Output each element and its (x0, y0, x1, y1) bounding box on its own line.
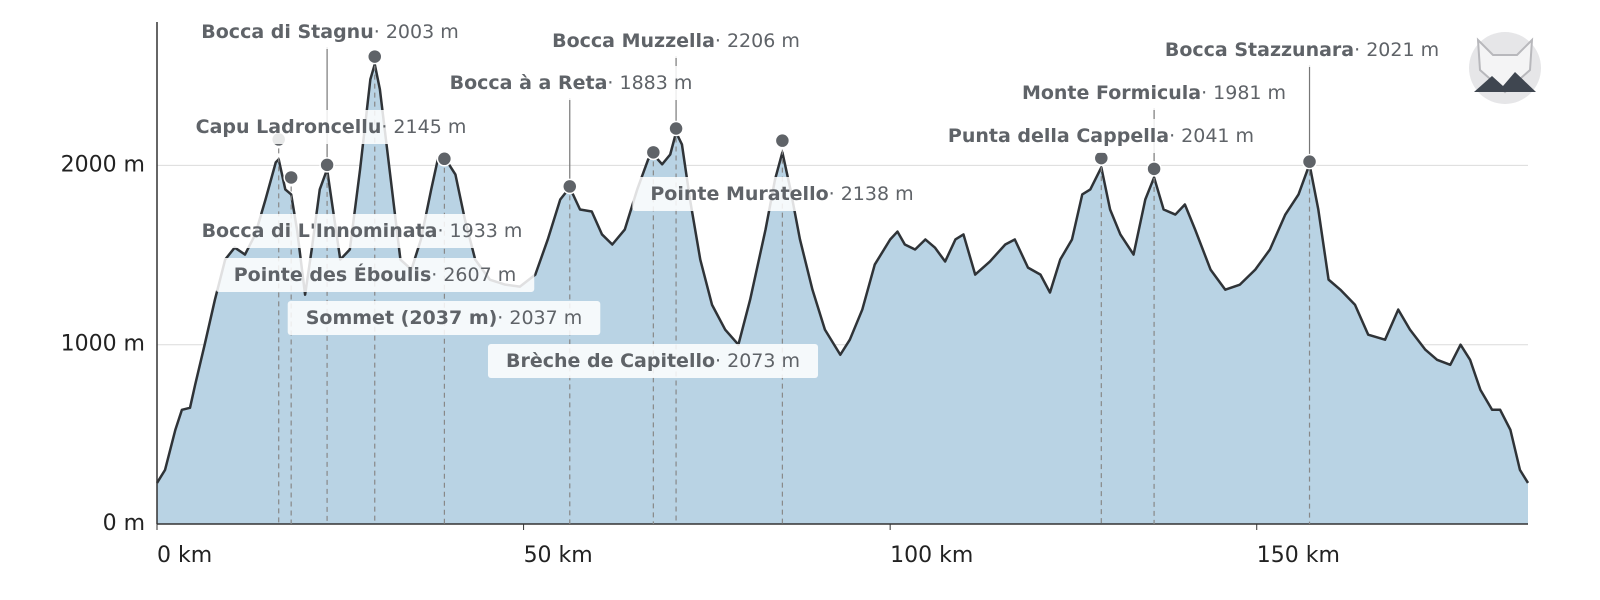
logo (1469, 32, 1541, 104)
peak-name: Bocca di L'Innominata (202, 220, 438, 242)
peak-label-box (1003, 76, 1305, 110)
peak-dot (668, 120, 684, 137)
elevation-line (155, 63, 1530, 484)
peak-dot (645, 144, 662, 161)
peak-elevation: · 2037 m (497, 307, 582, 329)
peak-dot (436, 151, 453, 167)
peak-label-text: Brèche de Capitello· 2073 m (506, 350, 800, 372)
peak-label-box (183, 214, 541, 248)
elevation-area (157, 64, 1528, 524)
peak-label-text: Capu Ladroncellu· 2145 m (196, 116, 467, 138)
peak-label-text: Pointe des Éboulis· 2607 m (234, 263, 517, 286)
peak-label-text: Monte Formicula· 1981 m (1022, 82, 1286, 104)
y-tick-label: 1000 m (61, 332, 145, 357)
peak-label-text: Bocca di Stagnu· 2003 m (201, 21, 458, 43)
peak-name: Monte Formicula (1022, 82, 1201, 104)
y-tick-label: 2000 m (61, 152, 145, 177)
peak-elevation: · 1981 m (1201, 82, 1286, 104)
peak-elevation: · 2073 m (715, 350, 800, 372)
peak-label-box (1146, 33, 1458, 67)
peak-label: Bocca à a Reta· 1883 m (431, 66, 711, 100)
peak-label-box (534, 24, 818, 58)
peak-name: Brèche de Capitello (506, 350, 715, 372)
peak-label-text: Sommet (2037 m)· 2037 m (306, 307, 583, 329)
peak-label-box (183, 15, 477, 49)
peak-label-box (287, 301, 601, 335)
peak-dot (1093, 150, 1110, 166)
x-tick-label: 50 km (524, 543, 593, 568)
peak-name: Sommet (2037 m) (306, 307, 498, 329)
peak-dot (562, 178, 578, 195)
peak-elevation: · 2041 m (1169, 125, 1254, 147)
peak-elevation: · 2607 m (431, 264, 516, 286)
peak-label-text: Bocca Muzzella· 2206 m (552, 30, 800, 52)
peak-elevation: · 1933 m (437, 220, 522, 242)
peak-elevation: · 2021 m (1354, 39, 1439, 61)
peak-label-text: Bocca à a Reta· 1883 m (450, 72, 693, 94)
peak-label-text: Bocca Stazzunara· 2021 m (1165, 39, 1439, 61)
peak-name: Capu Ladroncellu (196, 116, 382, 138)
peak-label-text: Bocca di L'Innominata· 1933 m (202, 220, 523, 242)
peak-label: Bocca Stazzunara· 2021 m (1146, 33, 1458, 67)
peak-label-box (177, 110, 485, 144)
peak-name: Bocca Stazzunara (1165, 39, 1354, 61)
peak-dot (319, 157, 335, 173)
peak-elevation: · 2003 m (374, 21, 459, 43)
peak-label: Capu Ladroncellu· 2145 m (177, 110, 485, 144)
peak-label-box (929, 119, 1273, 153)
peak-name: Pointe Muratello (650, 183, 828, 205)
peak-label: Bocca di Stagnu· 2003 m (183, 15, 477, 49)
peak-label: Brèche de Capitello· 2073 m (487, 344, 819, 378)
peak-label-box (431, 66, 711, 100)
peak-label: Punta della Cappella· 2041 m (929, 119, 1273, 153)
peak-label: Pointe des Éboulis· 2607 m (215, 258, 535, 292)
peak-dot (366, 48, 383, 65)
peak-dot (774, 132, 791, 149)
peak-name: Bocca di Stagnu (201, 21, 373, 43)
peak-name: Pointe des Éboulis (234, 263, 432, 286)
peak-elevation: · 1883 m (607, 72, 692, 94)
peak-label: Pointe Muratello· 2138 m (632, 177, 932, 211)
peak-label-box (632, 177, 932, 211)
x-tick-label: 0 km (157, 543, 212, 568)
x-tick-label: 100 km (890, 543, 973, 568)
peak-label: Bocca di L'Innominata· 1933 m (183, 214, 541, 248)
peak-elevation: · 2145 m (381, 116, 466, 138)
peak-label-box (215, 258, 535, 292)
peak-dot (1301, 153, 1318, 170)
peak-label: Sommet (2037 m)· 2037 m (287, 301, 601, 335)
peak-label: Monte Formicula· 1981 m (1003, 76, 1305, 110)
peak-name: Punta della Cappella (948, 125, 1169, 147)
peak-dot (283, 169, 299, 186)
peak-label-box (487, 344, 819, 378)
profile (155, 63, 1530, 524)
peak-elevation: · 2206 m (715, 30, 800, 52)
peaks: Capu Ladroncellu· 2145 m Bocca di L'Innom… (177, 15, 1458, 524)
x-tick-label: 150 km (1257, 543, 1340, 568)
peak-elevation: · 2138 m (829, 183, 914, 205)
peak-name: Bocca Muzzella (552, 30, 715, 52)
peak-dot (1146, 161, 1162, 177)
y-tick-label: 0 m (103, 511, 145, 536)
axes: 0 m 1000 m 2000 m 0 km 50 km 100 km 150 km (61, 22, 1528, 568)
peak-label-text: Pointe Muratello· 2138 m (650, 183, 913, 205)
logo-mountain (1474, 72, 1536, 92)
peak-label: Bocca Muzzella· 2206 m (534, 24, 818, 58)
peak-name: Bocca à a Reta (450, 72, 608, 94)
peak-label-text: Punta della Cappella· 2041 m (948, 125, 1254, 147)
